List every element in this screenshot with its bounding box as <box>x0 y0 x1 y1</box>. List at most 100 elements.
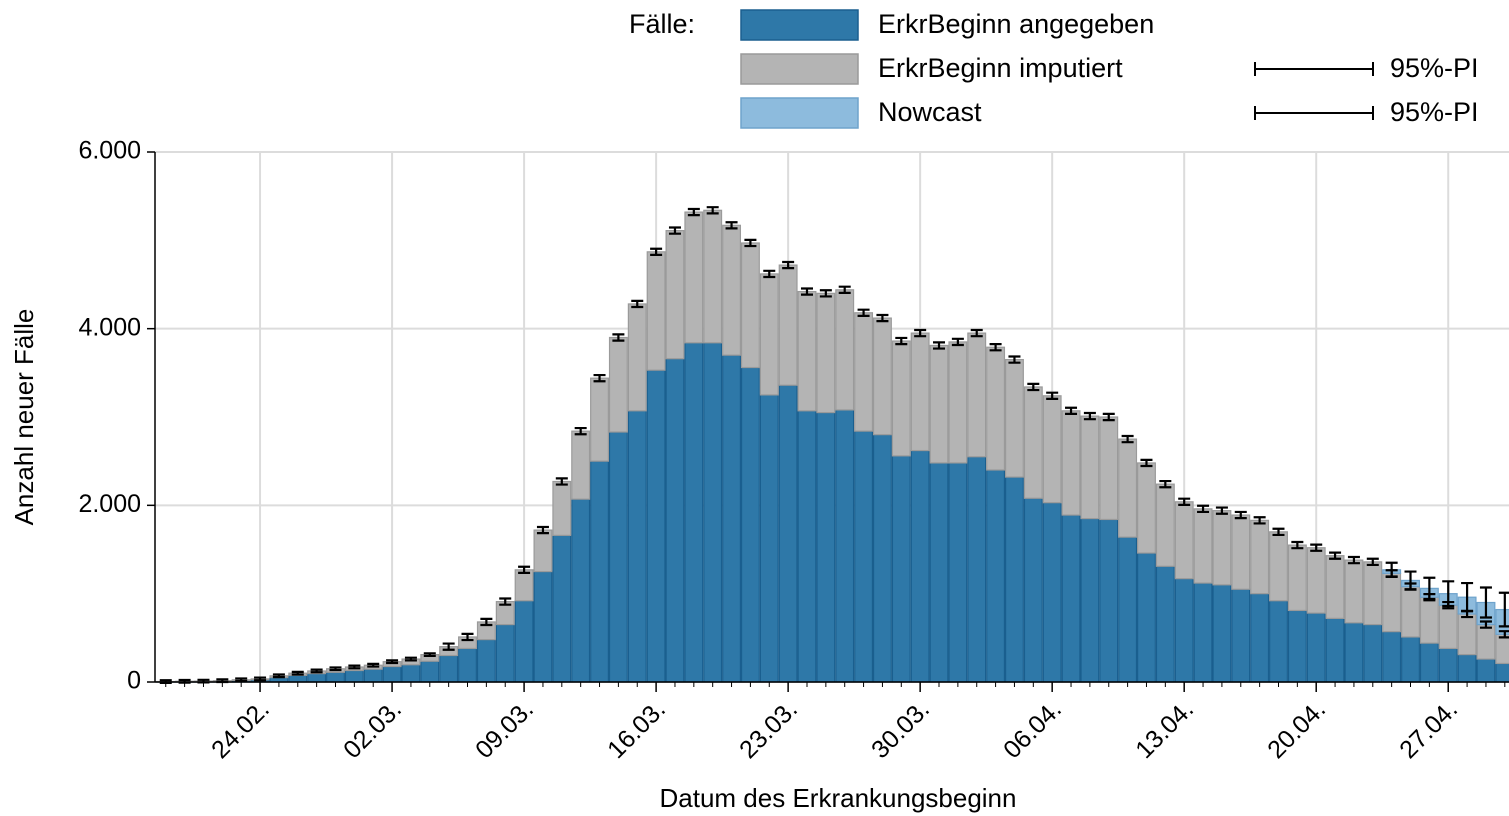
bar-segment <box>1438 604 1458 650</box>
bar-segment <box>967 332 987 458</box>
bar-segment <box>967 456 987 683</box>
bar-segment <box>872 434 892 683</box>
legend-swatch <box>740 53 859 85</box>
bar-segment <box>326 671 345 683</box>
error-bar <box>499 597 512 606</box>
bar-segment <box>1042 395 1062 504</box>
error-bar <box>1215 506 1228 515</box>
bar-segment <box>986 469 1006 683</box>
bar-segment <box>1495 662 1509 683</box>
error-bar <box>989 343 1002 352</box>
bar-segment <box>420 660 440 683</box>
error-bar <box>895 336 908 346</box>
bar-segment <box>1137 552 1156 683</box>
bar-segment <box>854 312 874 432</box>
error-bar <box>1442 580 1455 608</box>
bar-segment <box>665 230 685 360</box>
bar-segment <box>590 460 609 683</box>
bar-segment <box>1269 531 1288 602</box>
error-bar <box>706 206 719 215</box>
bar-segment <box>872 317 892 436</box>
error-bar <box>461 632 474 642</box>
bar-segment <box>1344 622 1364 683</box>
bar-segment <box>1457 654 1477 683</box>
x-tick-label: 23.03. <box>734 695 803 764</box>
bar-segment <box>835 289 855 411</box>
bar-segment <box>458 647 477 683</box>
bar-segment <box>854 430 874 683</box>
x-tick-label: 27.04. <box>1394 695 1463 764</box>
bar-segment <box>986 346 1006 471</box>
bar-segment <box>835 409 855 683</box>
bar-segment <box>1325 555 1345 620</box>
error-bar <box>1083 411 1096 421</box>
bar-segment <box>1099 518 1119 683</box>
error-bar <box>819 289 832 298</box>
error-bar <box>386 659 399 665</box>
error-bar <box>367 662 380 668</box>
bar-segment <box>1137 462 1156 554</box>
error-bar <box>1065 406 1078 416</box>
bar-segment <box>1306 612 1326 683</box>
bar-segment <box>1306 547 1326 614</box>
bar-segment <box>552 480 572 536</box>
x-tick-label: 02.03. <box>338 695 407 764</box>
error-bar <box>1385 561 1398 578</box>
bar-segment <box>439 654 459 683</box>
error-bar <box>1140 458 1153 468</box>
error-bar <box>1423 576 1436 601</box>
bar-segment <box>1004 476 1024 683</box>
error-bar <box>1121 434 1134 444</box>
plot-area <box>156 206 1509 684</box>
bar-segment <box>1476 658 1496 683</box>
bar-segment <box>1269 600 1288 683</box>
error-bar <box>650 247 663 257</box>
error-bar <box>1291 540 1304 550</box>
x-tick-label: 20.04. <box>1262 695 1331 764</box>
bar-segment <box>533 570 553 683</box>
legend-interval <box>1254 106 1374 120</box>
error-bar <box>536 525 549 535</box>
x-tick-label: 09.03. <box>470 695 539 764</box>
bar-segment <box>571 430 591 500</box>
error-bar <box>1479 620 1492 629</box>
bar-segment <box>401 664 421 683</box>
bar-segment <box>684 211 704 344</box>
x-axis-label: Datum des Erkrankungsbeginn <box>660 783 1017 813</box>
error-bar <box>725 221 738 230</box>
error-bar <box>763 269 776 279</box>
bar-segment <box>1401 585 1420 638</box>
bar-segment <box>1419 596 1439 644</box>
bar-segment <box>910 449 930 683</box>
error-bar <box>1159 479 1172 489</box>
bar-segment <box>797 410 817 683</box>
x-tick-label: 06.04. <box>998 695 1067 764</box>
bar-segment <box>1457 613 1477 656</box>
x-tick-label: 30.03. <box>866 695 935 764</box>
bar-segment <box>590 377 609 462</box>
bar-segment <box>1042 502 1062 683</box>
bar-segment <box>948 341 968 464</box>
x-tick-label: 13.04. <box>1130 695 1199 764</box>
error-bar <box>782 260 795 270</box>
error-bar <box>876 313 889 323</box>
bar-segment <box>1287 544 1307 612</box>
bar-segment <box>1004 358 1024 478</box>
bar-segment <box>1363 561 1383 626</box>
error-bar <box>914 328 927 338</box>
error-bar <box>423 652 436 658</box>
error-bar <box>1178 497 1191 506</box>
legend-label: ErkrBeginn angegeben <box>878 9 1154 39</box>
bar-segment <box>1155 483 1175 567</box>
legend-interval-label: 95%-PI <box>1390 53 1479 83</box>
bar-segment <box>646 251 666 371</box>
error-bar <box>800 287 813 296</box>
bar-segment <box>1118 536 1138 683</box>
bar-segment <box>627 303 647 412</box>
bar-segment <box>1193 508 1213 584</box>
bar-segment <box>1382 631 1402 683</box>
bar-segment <box>778 384 798 683</box>
legend-label: ErkrBeginn imputiert <box>878 53 1123 83</box>
bar-segment <box>703 209 723 344</box>
